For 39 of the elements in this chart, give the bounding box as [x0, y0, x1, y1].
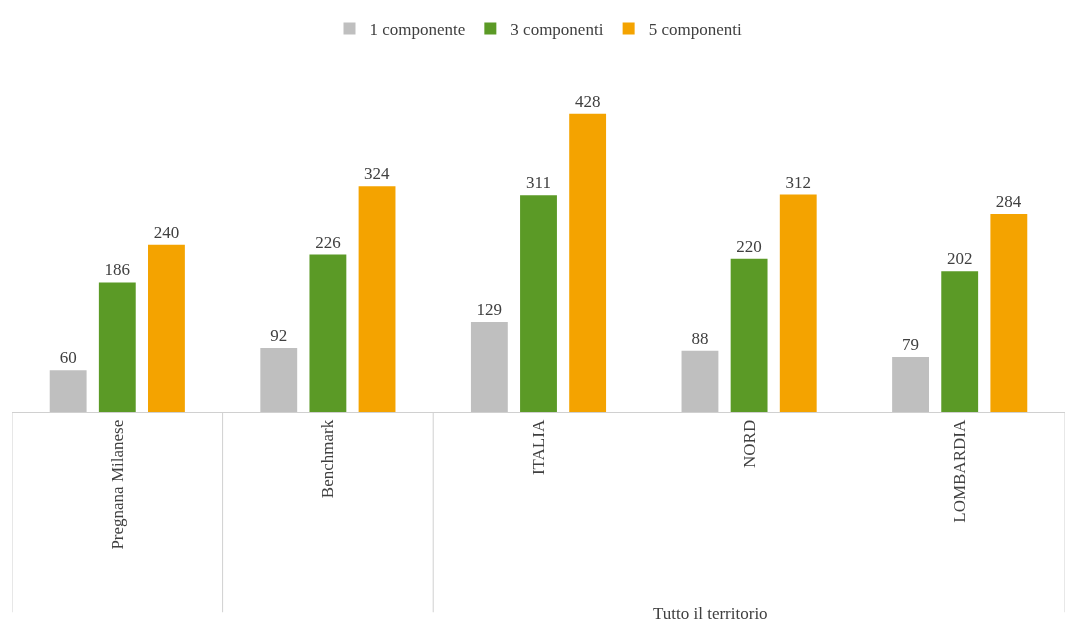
bar	[941, 271, 979, 412]
x-tick-label: Pregnana Milanese	[107, 419, 127, 550]
legend-label: 1 componente	[369, 20, 466, 40]
data-label: 79	[902, 334, 920, 354]
bar	[779, 194, 817, 412]
data-label: 312	[785, 172, 811, 192]
text: Tutto il territorio	[653, 604, 768, 623]
legend-label: 5 componenti	[648, 20, 742, 40]
data-label: 311	[526, 173, 551, 193]
data-label: 92	[270, 325, 288, 345]
bar	[260, 347, 298, 412]
bar	[98, 282, 136, 412]
x-tick-label: LOMBARDIA	[950, 419, 970, 523]
bar	[148, 244, 185, 412]
bar	[49, 370, 87, 412]
data-label: 186	[104, 260, 131, 280]
x-tick-label: ITALIA	[529, 419, 549, 476]
bar	[470, 322, 508, 412]
bar	[520, 195, 557, 412]
bar	[990, 214, 1028, 412]
data-label: 240	[153, 222, 180, 242]
bar	[358, 186, 396, 412]
data-label: 60	[59, 348, 77, 368]
data-label: 226	[315, 232, 341, 252]
data-label: 220	[736, 236, 762, 256]
bar	[892, 356, 929, 412]
x-tick-label: Benchmark	[318, 419, 338, 499]
x-tick-label: NORD	[739, 419, 759, 468]
legend-label: 3 componenti	[510, 20, 604, 40]
data-label: 284	[995, 192, 1022, 212]
data-label: 324	[364, 164, 391, 184]
data-label: 88	[691, 328, 709, 348]
bar	[730, 258, 768, 412]
bar	[681, 350, 719, 412]
data-label: 428	[574, 91, 601, 111]
bar	[309, 254, 347, 412]
data-label: 129	[476, 300, 503, 320]
data-label: 202	[946, 249, 973, 269]
bar	[569, 113, 607, 412]
